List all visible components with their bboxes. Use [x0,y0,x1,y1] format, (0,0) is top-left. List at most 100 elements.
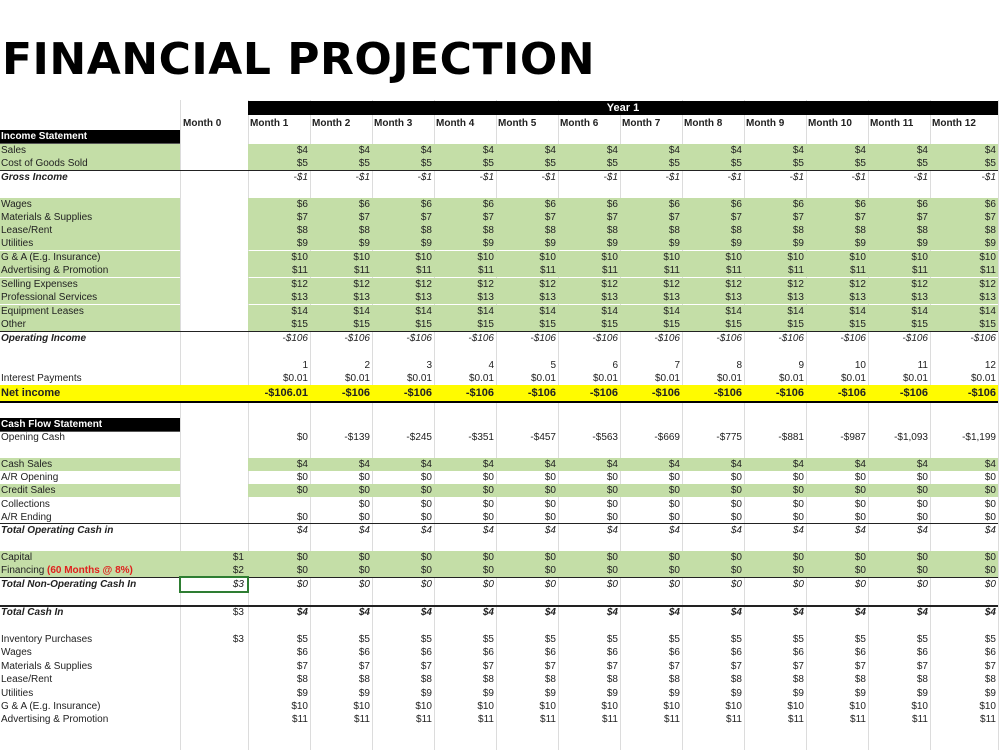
cell-other[interactable]: $15 [787,319,804,330]
cell-total-non-operating[interactable]: $0 [358,579,370,590]
cell-lease-2[interactable]: $8 [854,674,866,685]
cell-advertising[interactable]: $11 [664,265,680,276]
cell-wages-2[interactable]: $6 [984,647,996,658]
cell-ar-ending[interactable]: $0 [730,512,742,523]
cell-period[interactable]: 6 [612,360,618,371]
cell-opening-cash[interactable]: -$245 [406,432,432,443]
cell-utilities[interactable]: $9 [984,238,996,249]
cell-advertising-2[interactable]: $11 [980,714,996,725]
cell-professional[interactable]: $13 [415,292,432,303]
cell-gross-income[interactable]: -$1 [727,172,742,183]
cell-inventory[interactable]: $5 [792,634,804,645]
cell-utilities-2[interactable]: $9 [668,688,680,699]
cell-sales[interactable]: $4 [668,145,680,156]
cell-ar-opening[interactable]: $0 [792,472,804,483]
cell-professional[interactable]: $13 [291,292,308,303]
cell-lease[interactable]: $8 [984,225,996,236]
cell-equipment[interactable]: $14 [725,306,742,317]
cell-ga[interactable]: $10 [353,252,370,263]
cell-capital[interactable]: $0 [730,552,742,563]
cell-opening-cash[interactable]: -$351 [468,432,494,443]
month-0-cell-total-cash-in[interactable]: $3 [232,607,244,618]
cell-ar-ending[interactable]: $0 [420,512,432,523]
cell-wages-2[interactable]: $6 [606,647,618,658]
cell-wages-2[interactable]: $6 [916,647,928,658]
cell-net-income[interactable]: -$106 [589,387,618,399]
cell-ga-2[interactable]: $10 [539,701,556,712]
cell-collections[interactable]: $0 [730,499,742,510]
cell-collections[interactable]: $0 [358,499,370,510]
cell-total-cash-in[interactable]: $4 [730,607,742,618]
cell-other[interactable]: $15 [849,319,866,330]
cell-materials-2[interactable]: $7 [668,661,680,672]
cell-utilities[interactable]: $9 [668,238,680,249]
cell-utilities-2[interactable]: $9 [420,688,432,699]
cell-collections[interactable]: $0 [792,499,804,510]
cell-utilities-2[interactable]: $9 [482,688,494,699]
cell-cogs[interactable]: $5 [730,158,742,169]
cell-gross-income[interactable]: -$1 [665,172,680,183]
cell-wages-2[interactable]: $6 [544,647,556,658]
cell-operating-income[interactable]: -$106 [716,333,742,344]
cell-selling[interactable]: $12 [979,279,996,290]
cell-interest[interactable]: $0.01 [592,373,618,384]
cell-wages[interactable]: $6 [916,199,928,210]
cell-financing[interactable]: $0 [730,565,742,576]
cell-opening-cash[interactable]: -$457 [530,432,556,443]
cell-period[interactable]: 2 [364,360,370,371]
cell-wages-2[interactable]: $6 [668,647,680,658]
cell-wages[interactable]: $6 [544,199,556,210]
cell-total-operating-cash[interactable]: $4 [730,525,742,536]
cell-lease-2[interactable]: $8 [792,674,804,685]
cell-sales[interactable]: $4 [358,145,370,156]
cell-wages-2[interactable]: $6 [420,647,432,658]
cell-gross-income[interactable]: -$1 [293,172,308,183]
cell-lease[interactable]: $8 [668,225,680,236]
cell-ar-opening[interactable]: $0 [358,472,370,483]
cell-total-cash-in[interactable]: $4 [606,607,618,618]
cell-advertising[interactable]: $11 [726,265,742,276]
cell-ar-ending[interactable]: $0 [984,512,996,523]
cell-interest[interactable]: $0.01 [530,373,556,384]
cell-selling[interactable]: $12 [601,279,618,290]
cell-advertising[interactable]: $11 [850,265,866,276]
cell-total-operating-cash[interactable]: $4 [420,525,432,536]
cell-financing[interactable]: $0 [482,565,494,576]
cell-lease[interactable]: $8 [544,225,556,236]
cell-lease-2[interactable]: $8 [606,674,618,685]
cell-lease[interactable]: $8 [358,225,370,236]
cell-period[interactable]: 12 [984,360,996,371]
cell-materials[interactable]: $7 [544,212,556,223]
cell-total-non-operating[interactable]: $0 [916,579,928,590]
month-0-cell-financing[interactable]: $2 [232,565,244,576]
cell-cash-sales[interactable]: $4 [854,459,866,470]
cell-utilities-2[interactable]: $9 [606,688,618,699]
cell-total-cash-in[interactable]: $4 [792,607,804,618]
cell-total-cash-in[interactable]: $4 [296,607,308,618]
cell-ga-2[interactable]: $10 [601,701,618,712]
cell-interest[interactable]: $0.01 [282,373,308,384]
cell-total-operating-cash[interactable]: $4 [792,525,804,536]
cell-utilities-2[interactable]: $9 [730,688,742,699]
cell-inventory[interactable]: $5 [358,634,370,645]
cell-lease[interactable]: $8 [420,225,432,236]
cell-ar-opening[interactable]: $0 [668,472,680,483]
cell-equipment[interactable]: $14 [353,306,370,317]
cell-sales[interactable]: $4 [854,145,866,156]
cell-gross-income[interactable]: -$1 [355,172,370,183]
cell-utilities[interactable]: $9 [358,238,370,249]
cell-advertising[interactable]: $11 [788,265,804,276]
cell-materials-2[interactable]: $7 [606,661,618,672]
cell-ar-ending[interactable]: $0 [606,512,618,523]
cell-cogs[interactable]: $5 [606,158,618,169]
cell-utilities-2[interactable]: $9 [854,688,866,699]
cell-ga-2[interactable]: $10 [725,701,742,712]
cell-operating-income[interactable]: -$106 [902,333,928,344]
cell-ar-opening[interactable]: $0 [544,472,556,483]
cell-advertising-2[interactable]: $11 [788,714,804,725]
cell-other[interactable]: $15 [725,319,742,330]
cell-professional[interactable]: $13 [787,292,804,303]
cell-ga[interactable]: $10 [725,252,742,263]
cell-gross-income[interactable]: -$1 [851,172,866,183]
cell-materials-2[interactable]: $7 [358,661,370,672]
